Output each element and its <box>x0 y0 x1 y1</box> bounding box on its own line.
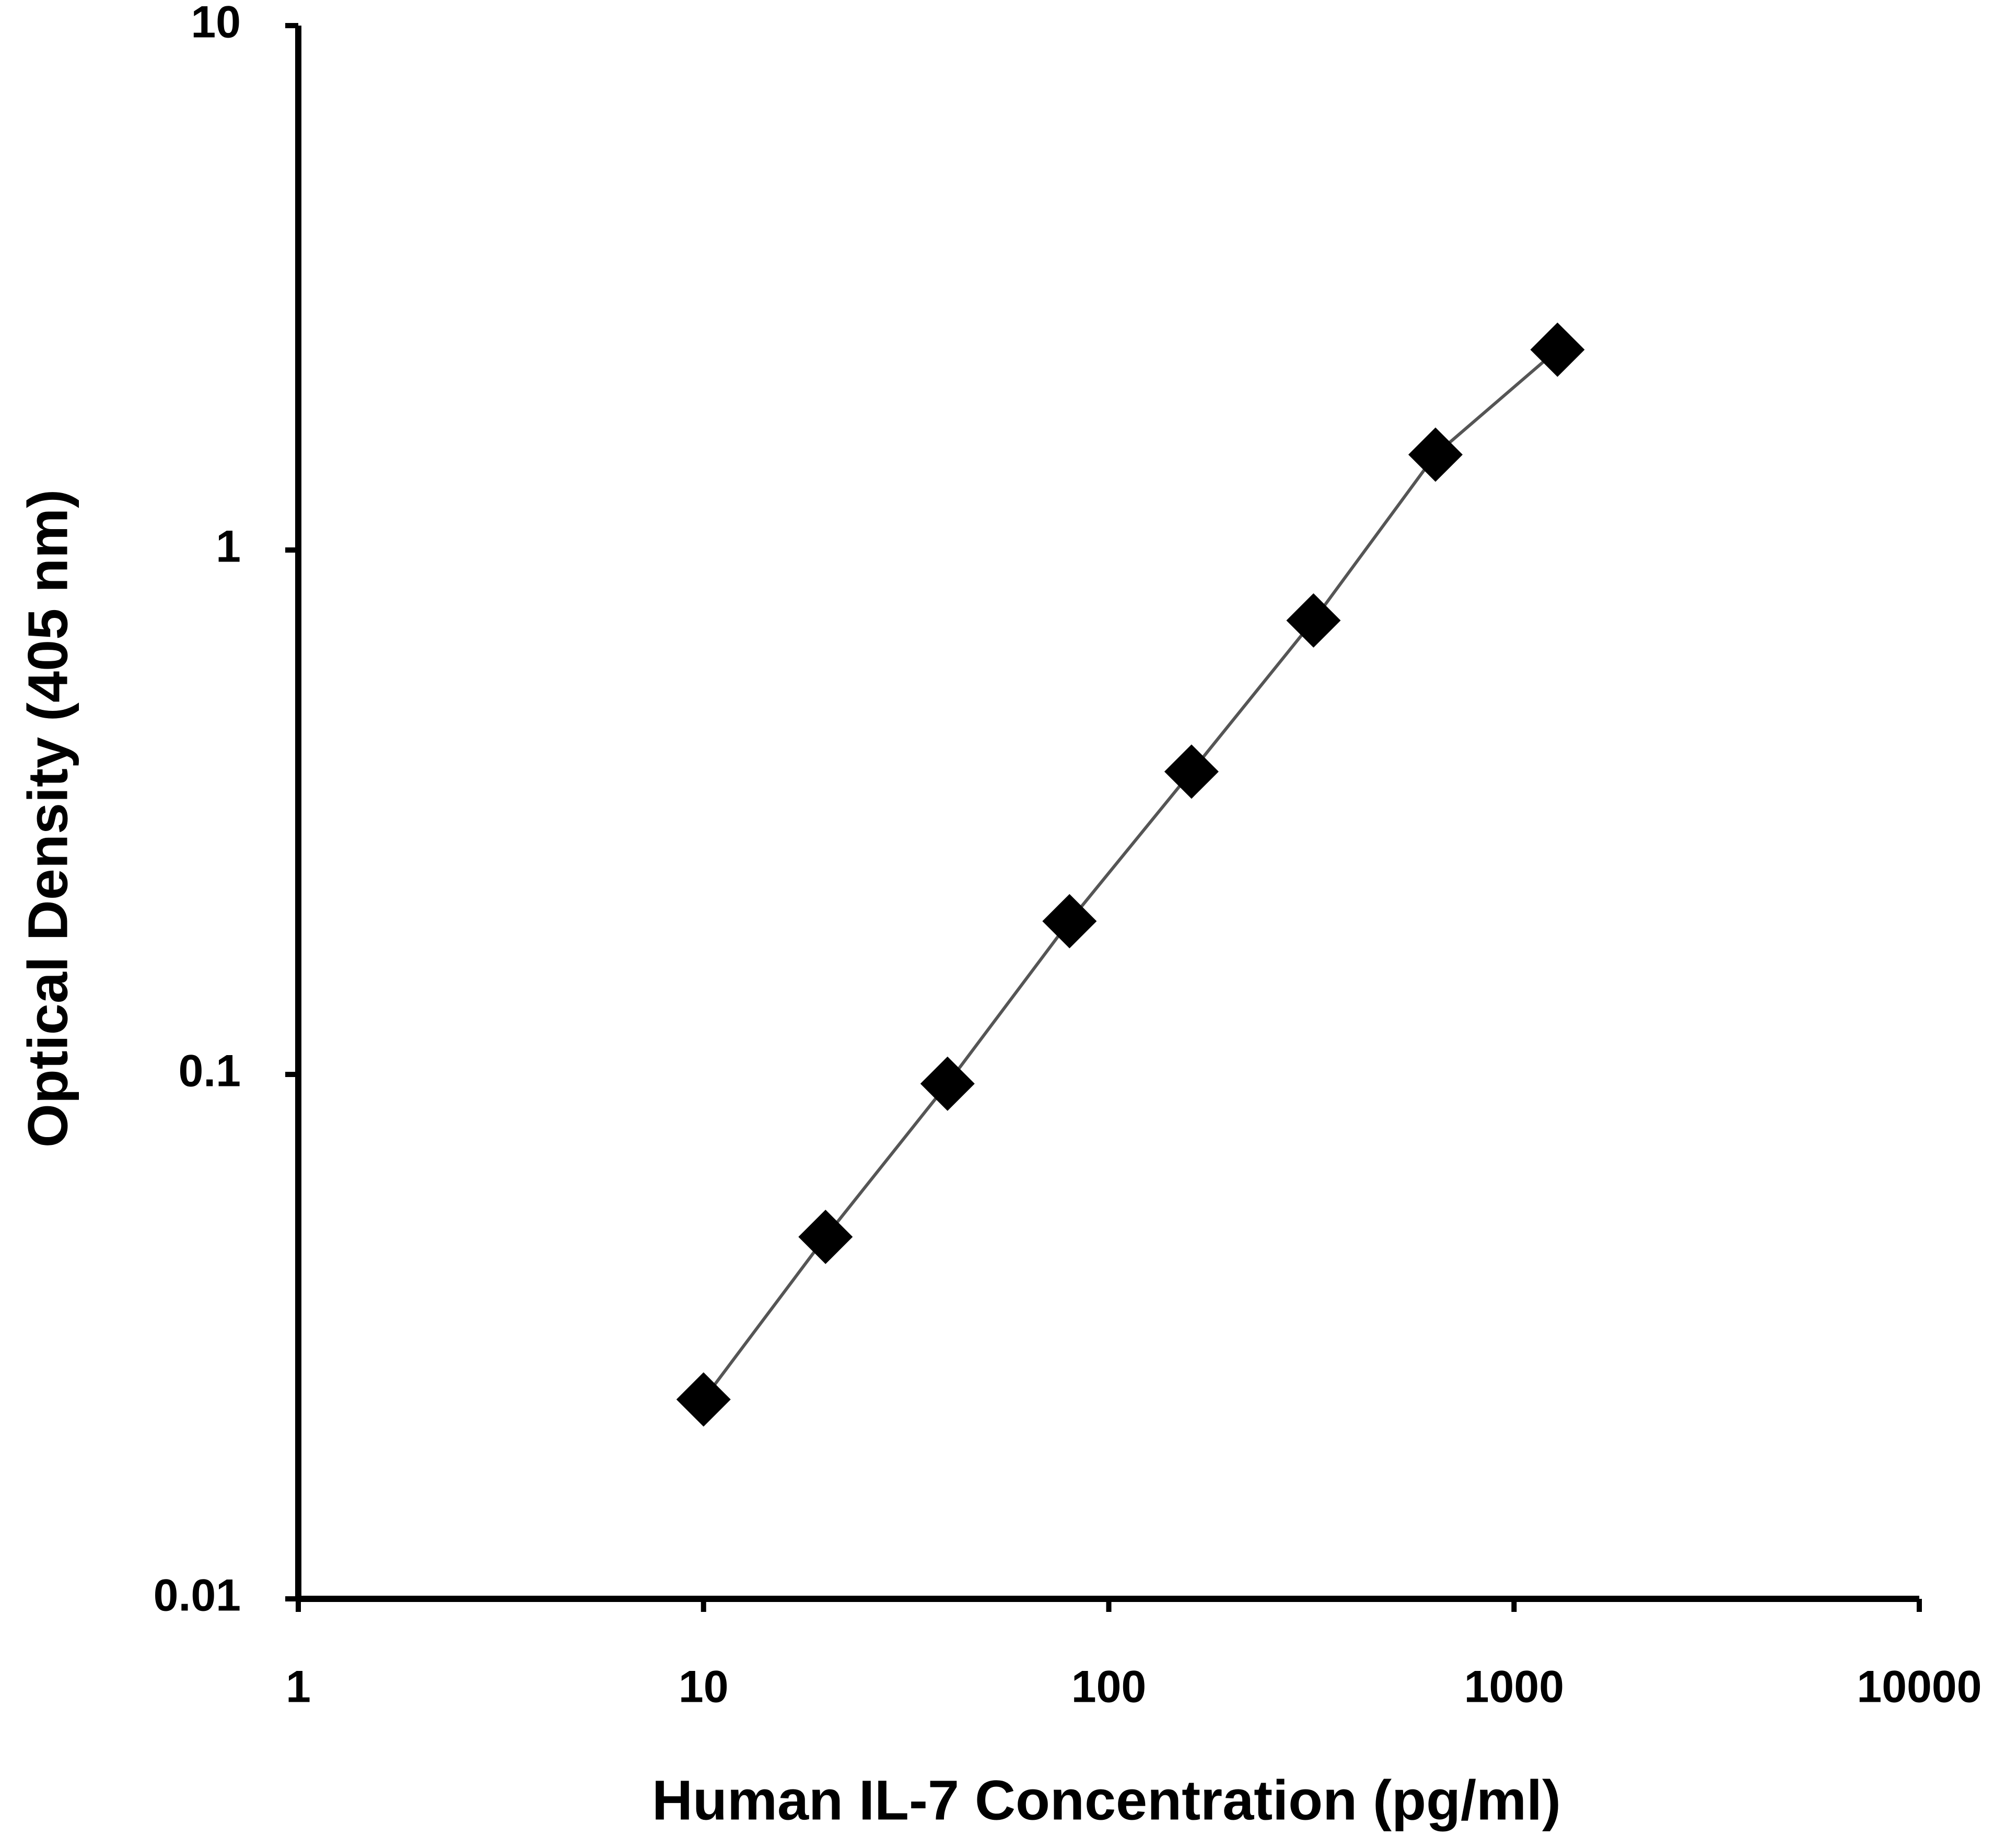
y-tick-label: 0.01 <box>154 1571 241 1621</box>
y-tick-label: 0.1 <box>178 1046 241 1096</box>
marker <box>1164 744 1219 799</box>
marker <box>676 1372 731 1427</box>
y-tick-label: 1 <box>216 522 241 572</box>
x-tick-label: 100 <box>1071 1662 1147 1712</box>
x-tick-label: 1 <box>286 1662 311 1712</box>
marker <box>1042 894 1097 949</box>
y-tick-label: 10 <box>191 0 241 48</box>
series-line <box>702 348 1559 1401</box>
y-axis-title: Optical Density (405 nm) <box>16 489 79 1148</box>
x-tick-label: 1000 <box>1464 1662 1564 1712</box>
x-axis-title: Human IL-7 Concentration (pg/ml) <box>652 1769 1561 1832</box>
marker <box>1286 593 1341 648</box>
x-tick-label: 10 <box>679 1662 729 1712</box>
marker <box>1408 427 1463 482</box>
marker <box>798 1210 853 1265</box>
x-tick-label: 10000 <box>1857 1662 1981 1712</box>
marker <box>1530 322 1585 377</box>
marker <box>920 1056 975 1111</box>
